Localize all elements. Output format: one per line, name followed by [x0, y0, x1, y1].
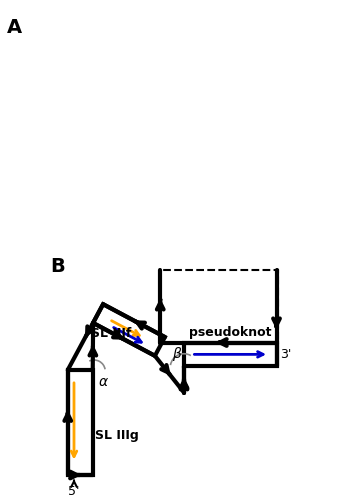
Text: 3': 3': [280, 348, 292, 361]
Text: 5': 5': [68, 485, 80, 498]
Text: A: A: [7, 18, 22, 37]
Polygon shape: [68, 370, 93, 475]
Text: SL IIIg: SL IIIg: [95, 428, 139, 442]
Text: B: B: [50, 258, 65, 276]
Polygon shape: [184, 342, 276, 366]
Polygon shape: [93, 304, 165, 356]
Text: SL IIIf: SL IIIf: [91, 327, 131, 340]
Text: pseudoknot: pseudoknot: [189, 326, 272, 339]
Text: β: β: [172, 347, 181, 361]
Text: α: α: [98, 376, 107, 390]
